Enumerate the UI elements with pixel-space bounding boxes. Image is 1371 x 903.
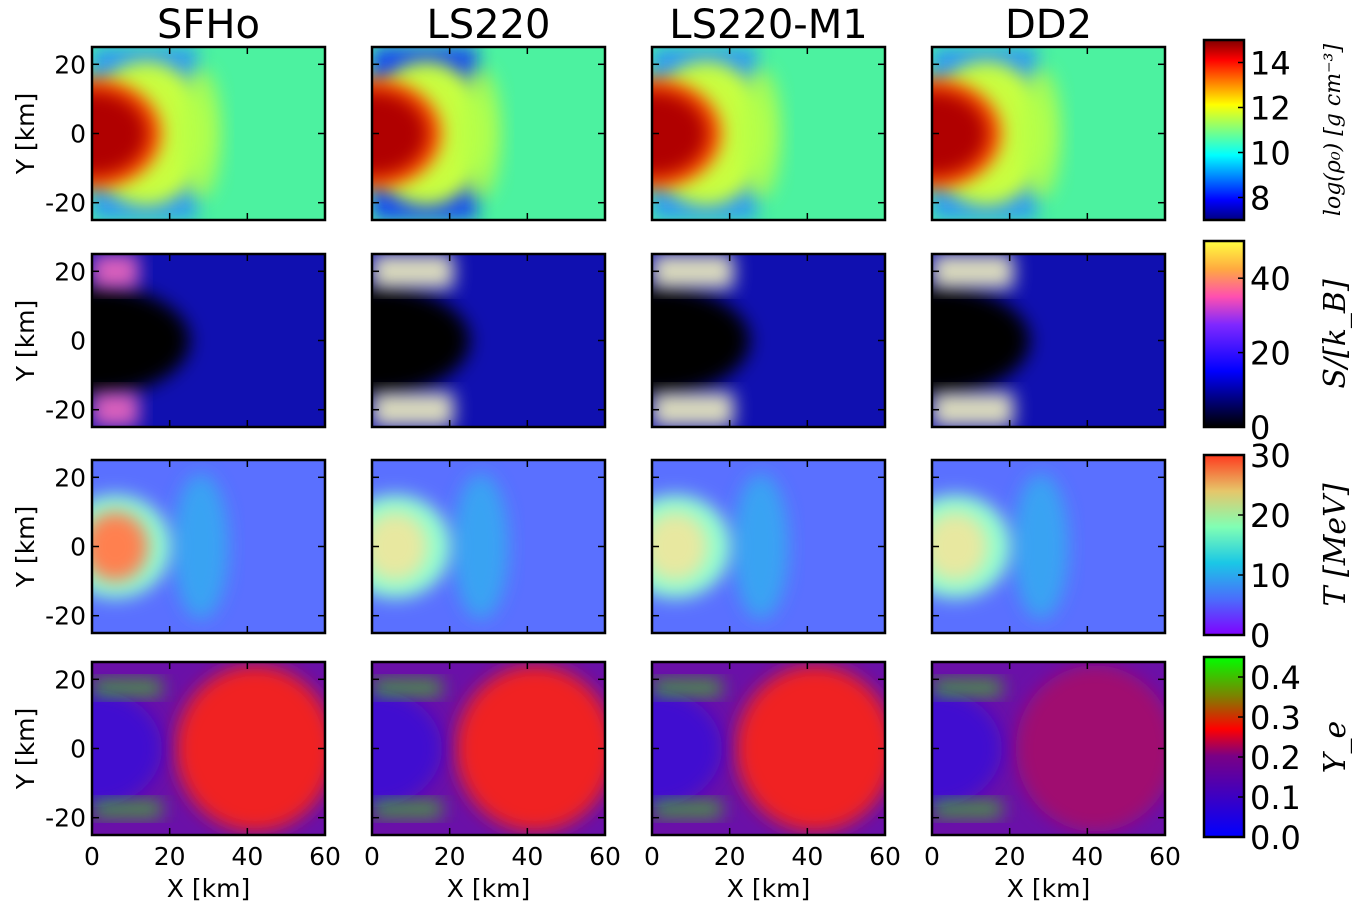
x-axis-label: X [km]: [727, 874, 810, 903]
colorbar-tick-label: 10: [1250, 135, 1291, 173]
y-tick-label: -20: [45, 189, 86, 218]
x-tick-label: 40: [231, 842, 263, 871]
heatmap-panel: [930, 45, 1167, 222]
colorbar-tick-label: 0.0: [1250, 819, 1301, 857]
colorbar-tick-label: 0.2: [1250, 739, 1301, 777]
x-tick-label: 40: [1071, 842, 1103, 871]
y-axis-label: Y [km]: [11, 93, 40, 176]
colorbar: [1202, 453, 1246, 637]
colorbar-tick-label: 20: [1250, 335, 1291, 373]
x-tick-label: 60: [869, 842, 901, 871]
x-axis-label: X [km]: [167, 874, 250, 903]
x-tick-label: 20: [714, 842, 746, 871]
heatmap-panel: [370, 458, 607, 635]
heatmap-panel: [370, 660, 607, 837]
x-tick-label: 20: [994, 842, 1026, 871]
column-title: DD2: [1005, 2, 1092, 48]
x-tick-label: 40: [511, 842, 543, 871]
y-tick-label: 0: [70, 533, 86, 562]
y-tick-label: 0: [70, 327, 86, 356]
y-tick-label: 0: [70, 120, 86, 149]
heatmap-panel: [650, 45, 887, 222]
colorbar-tick-label: 0: [1250, 617, 1270, 655]
colorbars: [1202, 38, 1246, 839]
y-axis-label: Y [km]: [11, 708, 40, 791]
x-tick-label: 0: [924, 842, 940, 871]
panels: [90, 45, 1167, 837]
x-tick-label: 60: [1149, 842, 1181, 871]
heatmap-panel: [650, 458, 887, 635]
y-tick-label: 20: [54, 463, 86, 492]
colorbar-tick-label: 10: [1250, 557, 1291, 595]
colorbar-tick-label: 14: [1250, 45, 1291, 83]
column-title: LS220: [426, 2, 550, 48]
colorbar: [1202, 655, 1246, 839]
y-tick-label: -20: [45, 804, 86, 833]
heatmap-panel: [930, 458, 1167, 635]
x-tick-label: 0: [644, 842, 660, 871]
x-tick-label: 40: [791, 842, 823, 871]
x-axis-label: X [km]: [447, 874, 530, 903]
heatmap-panel: [90, 660, 327, 837]
colorbar-label: T [MeV]: [1318, 483, 1353, 606]
x-tick-label: 0: [84, 842, 100, 871]
heatmap-panel: [370, 45, 607, 222]
colorbar-tick-label: 8: [1250, 180, 1270, 218]
colorbar-gradient: [1202, 453, 1246, 637]
colorbar-tick-label: 0: [1250, 409, 1270, 447]
y-tick-label: -20: [45, 602, 86, 631]
heatmap-panel: [90, 458, 327, 635]
column-title: SFHo: [157, 2, 260, 48]
colorbar-gradient: [1202, 655, 1246, 839]
heatmap-panel: [650, 252, 887, 429]
y-tick-label: 0: [70, 735, 86, 764]
x-tick-label: 60: [589, 842, 621, 871]
y-tick-label: 20: [54, 50, 86, 79]
colorbar: [1202, 239, 1246, 429]
heatmap-panel: [930, 252, 1167, 429]
column-title: LS220-M1: [669, 2, 867, 48]
colorbar-gradient: [1202, 239, 1246, 429]
colorbar-tick-label: 0.1: [1250, 779, 1301, 817]
y-axis-label: Y [km]: [11, 300, 40, 383]
colorbar-tick-label: 0.3: [1250, 699, 1301, 737]
colorbar-tick-label: 20: [1250, 497, 1291, 535]
colorbar: [1202, 38, 1246, 222]
x-axis-label: X [km]: [1007, 874, 1090, 903]
y-tick-label: -20: [45, 396, 86, 425]
colorbar-tick-label: 30: [1250, 437, 1291, 475]
heatmap-panel: [90, 252, 327, 429]
x-tick-label: 20: [434, 842, 466, 871]
x-tick-label: 20: [154, 842, 186, 871]
y-tick-label: 20: [54, 257, 86, 286]
x-tick-label: 0: [364, 842, 380, 871]
colorbar-gradient: [1202, 38, 1246, 222]
heatmap-panel: [930, 660, 1167, 837]
colorbar-label: log(ρ₀) [g cm⁻³]: [1321, 44, 1346, 217]
colorbar-tick-label: 12: [1250, 90, 1291, 128]
colorbar-tick-label: 40: [1250, 260, 1291, 298]
colorbar-label: Y_e: [1318, 721, 1353, 774]
colorbar-label: S/[k_B]: [1318, 279, 1353, 389]
heatmap-panel: [90, 45, 327, 222]
colorbar-tick-label: 0.4: [1250, 659, 1301, 697]
x-tick-label: 60: [309, 842, 341, 871]
y-tick-label: 20: [54, 665, 86, 694]
y-axis-label: Y [km]: [11, 506, 40, 589]
heatmap-panel: [370, 252, 607, 429]
heatmap-panel: [650, 660, 887, 837]
